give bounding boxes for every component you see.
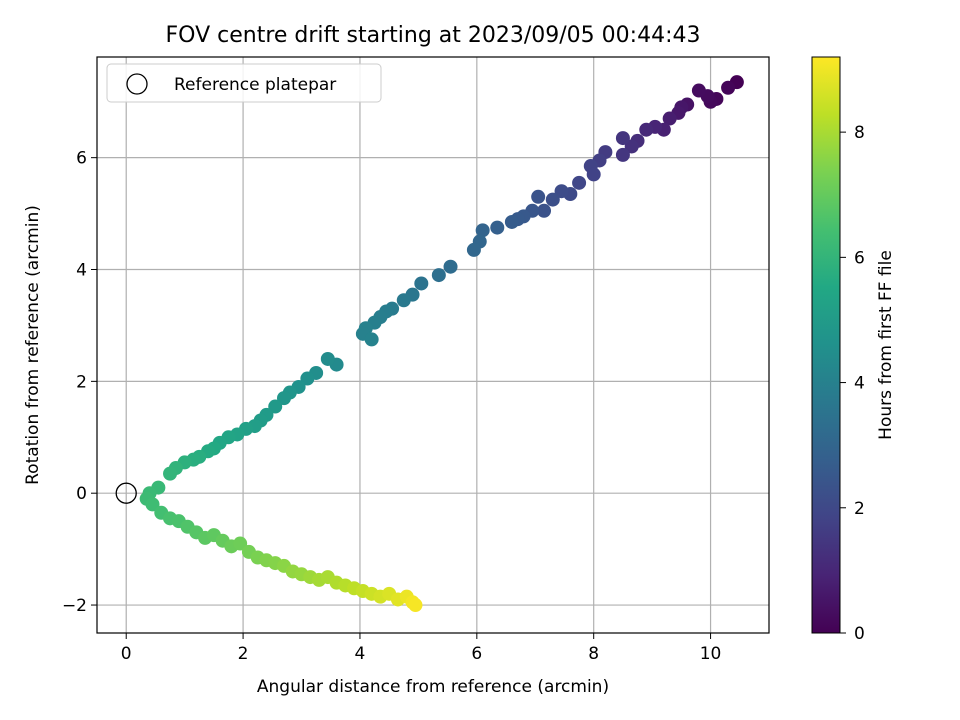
- legend-box: [106, 63, 382, 103]
- x-axis-ticks: 0 2 4 6 8 10: [121, 633, 722, 664]
- data-point: [639, 122, 654, 137]
- data-point: [475, 223, 490, 238]
- data-point: [300, 371, 315, 386]
- x-tick-label: 2: [238, 644, 249, 664]
- colorbar-label: Hours from first FF file: [876, 250, 896, 440]
- colorbar-tick-label: 0: [854, 624, 865, 644]
- legend: Reference platepar: [106, 63, 382, 103]
- reference-point-marker: [115, 482, 137, 504]
- data-point: [537, 203, 552, 218]
- data-point: [586, 167, 601, 182]
- data-point: [721, 80, 736, 95]
- x-tick-label: 8: [588, 644, 599, 664]
- data-point: [545, 192, 560, 207]
- chart-title: FOV centre drift starting at 2023/09/05 …: [166, 23, 701, 48]
- y-tick-label: 6: [76, 149, 87, 169]
- data-point: [490, 220, 505, 235]
- colorbar: 0 2 4 6 8 Hours from first FF file: [811, 56, 896, 644]
- data-point: [615, 147, 630, 162]
- colorbar-gradient: [811, 56, 841, 634]
- data-point: [504, 214, 519, 229]
- data-point: [624, 139, 639, 154]
- y-axis-ticks: −2 0 2 4 6: [62, 149, 97, 616]
- x-axis-label: Angular distance from reference (arcmin): [257, 677, 609, 697]
- y-tick-label: 4: [76, 261, 87, 281]
- data-point: [691, 83, 706, 98]
- legend-entry-label: Reference platepar: [174, 75, 336, 95]
- data-point: [662, 111, 677, 126]
- data-point: [276, 391, 291, 406]
- y-axis-label: Rotation from reference (arcmin): [23, 205, 43, 485]
- data-point: [531, 189, 546, 204]
- colorbar-ticks: 0 2 4 6 8: [840, 123, 865, 644]
- data-point: [466, 242, 481, 257]
- data-point: [320, 351, 335, 366]
- data-point: [163, 466, 178, 481]
- data-point: [364, 332, 379, 347]
- x-tick-label: 4: [355, 644, 366, 664]
- data-point: [268, 399, 283, 414]
- grid: [97, 57, 769, 633]
- x-tick-label: 0: [121, 644, 132, 664]
- data-point: [414, 276, 429, 291]
- legend-marker-icon: [126, 73, 148, 95]
- x-tick-label: 6: [471, 644, 482, 664]
- data-point: [145, 497, 160, 512]
- x-tick-label: 10: [700, 644, 722, 664]
- colorbar-tick-label: 2: [854, 499, 865, 519]
- y-tick-label: 0: [76, 484, 87, 504]
- data-point: [408, 598, 423, 613]
- y-tick-label: 2: [76, 372, 87, 392]
- data-point: [431, 268, 446, 283]
- colorbar-tick-label: 8: [854, 123, 865, 143]
- data-point: [396, 293, 411, 308]
- data-point: [615, 131, 630, 146]
- colorbar-tick-label: 6: [854, 248, 865, 268]
- data-point: [233, 536, 248, 551]
- data-point: [572, 175, 587, 190]
- data-points: [139, 75, 744, 613]
- reference-marker: [115, 482, 137, 504]
- colorbar-tick-label: 4: [854, 374, 865, 394]
- y-tick-label: −2: [62, 596, 87, 616]
- data-point: [554, 184, 569, 199]
- plot-frame: [96, 56, 770, 634]
- data-point: [443, 259, 458, 274]
